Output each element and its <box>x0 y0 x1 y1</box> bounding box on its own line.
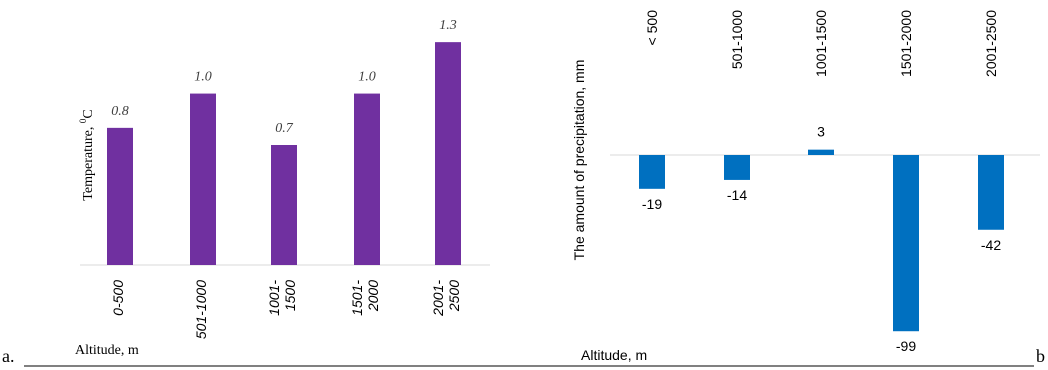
bar-a-3 <box>354 93 380 265</box>
x-axis-title-a: Altitude, m <box>75 343 139 358</box>
tick-label-a-4: 2001-2500 <box>430 280 462 317</box>
precipitation-chart: The amount of precipitation, mm Altitude… <box>571 10 1040 363</box>
data-label-a-2: 0.7 <box>275 121 294 136</box>
tick-label-b-0: < 500 <box>644 10 660 46</box>
panel-label-a: a. <box>2 346 15 366</box>
y-axis-title-b: The amount of precipitation, mm <box>571 60 587 261</box>
temperature-chart: Temperature, 0C Altitude, m 0.8 1.0 0.7 1.0… <box>75 18 490 358</box>
tick-label-a-0: 0-500 <box>110 280 126 316</box>
bar-b-0 <box>639 155 665 189</box>
data-label-a-4: 1.3 <box>439 18 457 33</box>
bar-b-2 <box>808 149 834 155</box>
bar-b-3 <box>893 155 919 332</box>
data-label-b-4: -42 <box>981 237 1001 253</box>
tick-labels-a: 0-500 501-1000 1001-1500 1501-2000 2001-2500 <box>110 280 462 340</box>
bars-a <box>107 42 461 266</box>
panel-label-b: b <box>1036 346 1045 366</box>
tick-label-a-1: 501-1000 <box>193 280 209 339</box>
data-labels-a: 0.8 1.0 0.7 1.0 1.3 <box>111 18 457 136</box>
data-label-b-2: 3 <box>817 124 825 140</box>
bar-a-0 <box>107 127 133 265</box>
y-axis-title-a: Temperature, 0C <box>78 109 96 200</box>
tick-label-b-4: 2001-2500 <box>983 10 999 77</box>
tick-label-b-2: 1001-1500 <box>813 10 829 77</box>
data-label-a-1: 1.0 <box>194 70 212 85</box>
data-label-b-3: -99 <box>896 338 916 354</box>
x-axis-title-b: Altitude, m <box>581 347 647 363</box>
data-label-a-3: 1.0 <box>358 70 376 85</box>
bar-a-2 <box>271 145 297 265</box>
bar-a-4 <box>435 42 461 266</box>
tick-labels-b: < 500 501-1000 1001-1500 1501-2000 2001-2500 <box>644 10 999 77</box>
data-labels-b: -19 -14 3 -99 -42 <box>642 124 1001 355</box>
data-label-b-1: -14 <box>727 187 747 203</box>
bars-b <box>639 149 1004 332</box>
tick-label-a-2: 1001-1500 <box>266 280 298 316</box>
bar-b-1 <box>724 155 750 180</box>
data-label-b-0: -19 <box>642 196 662 212</box>
bar-a-1 <box>190 93 216 265</box>
data-label-a-0: 0.8 <box>111 104 129 119</box>
tick-label-b-1: 501-1000 <box>729 10 745 69</box>
tick-label-b-3: 1501-2000 <box>898 10 914 77</box>
bar-b-4 <box>978 155 1004 230</box>
tick-label-a-3: 1501-2000 <box>349 280 381 316</box>
